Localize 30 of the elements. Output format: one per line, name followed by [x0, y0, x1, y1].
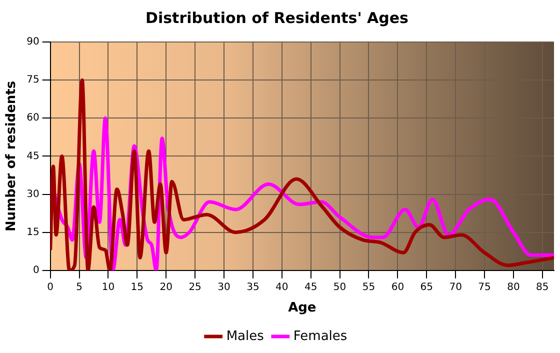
legend-label: Males	[226, 328, 264, 344]
x-tick-label: 15	[130, 282, 144, 293]
y-tick-label: 60	[26, 112, 40, 124]
x-tick-label: 40	[276, 282, 288, 293]
y-tick-label: 45	[26, 150, 40, 162]
y-tick-label: 0	[32, 264, 40, 276]
y-tick-label: 90	[26, 36, 40, 48]
x-tick-label: 0	[47, 282, 54, 293]
x-tick-label: 30	[218, 282, 230, 293]
x-tick-label: 45	[304, 282, 318, 293]
y-tick-label: 30	[26, 188, 40, 200]
x-tick-label: 75	[478, 282, 491, 293]
x-tick-label: 70	[449, 282, 462, 293]
x-tick-label: 55	[362, 282, 376, 293]
y-axis-title: Number of residents	[4, 80, 20, 232]
x-tick-label: 35	[246, 282, 260, 293]
x-tick-label: 65	[420, 282, 433, 293]
x-tick-label: 5	[76, 282, 82, 293]
chart-title: Distribution of Residents' Ages	[146, 8, 409, 27]
x-tick-label: 10	[102, 282, 115, 293]
x-tick-label: 25	[188, 282, 202, 293]
y-tick-label: 15	[26, 226, 40, 238]
legend-label: Females	[293, 328, 348, 344]
x-tick-label: 80	[507, 282, 520, 293]
x-tick-label: 85	[536, 282, 549, 293]
x-tick-label: 60	[391, 282, 404, 293]
x-tick-label: 20	[160, 282, 172, 293]
y-tick-label: 75	[26, 74, 40, 86]
x-axis-title: Age	[288, 300, 316, 316]
x-tick-label: 50	[333, 282, 346, 293]
